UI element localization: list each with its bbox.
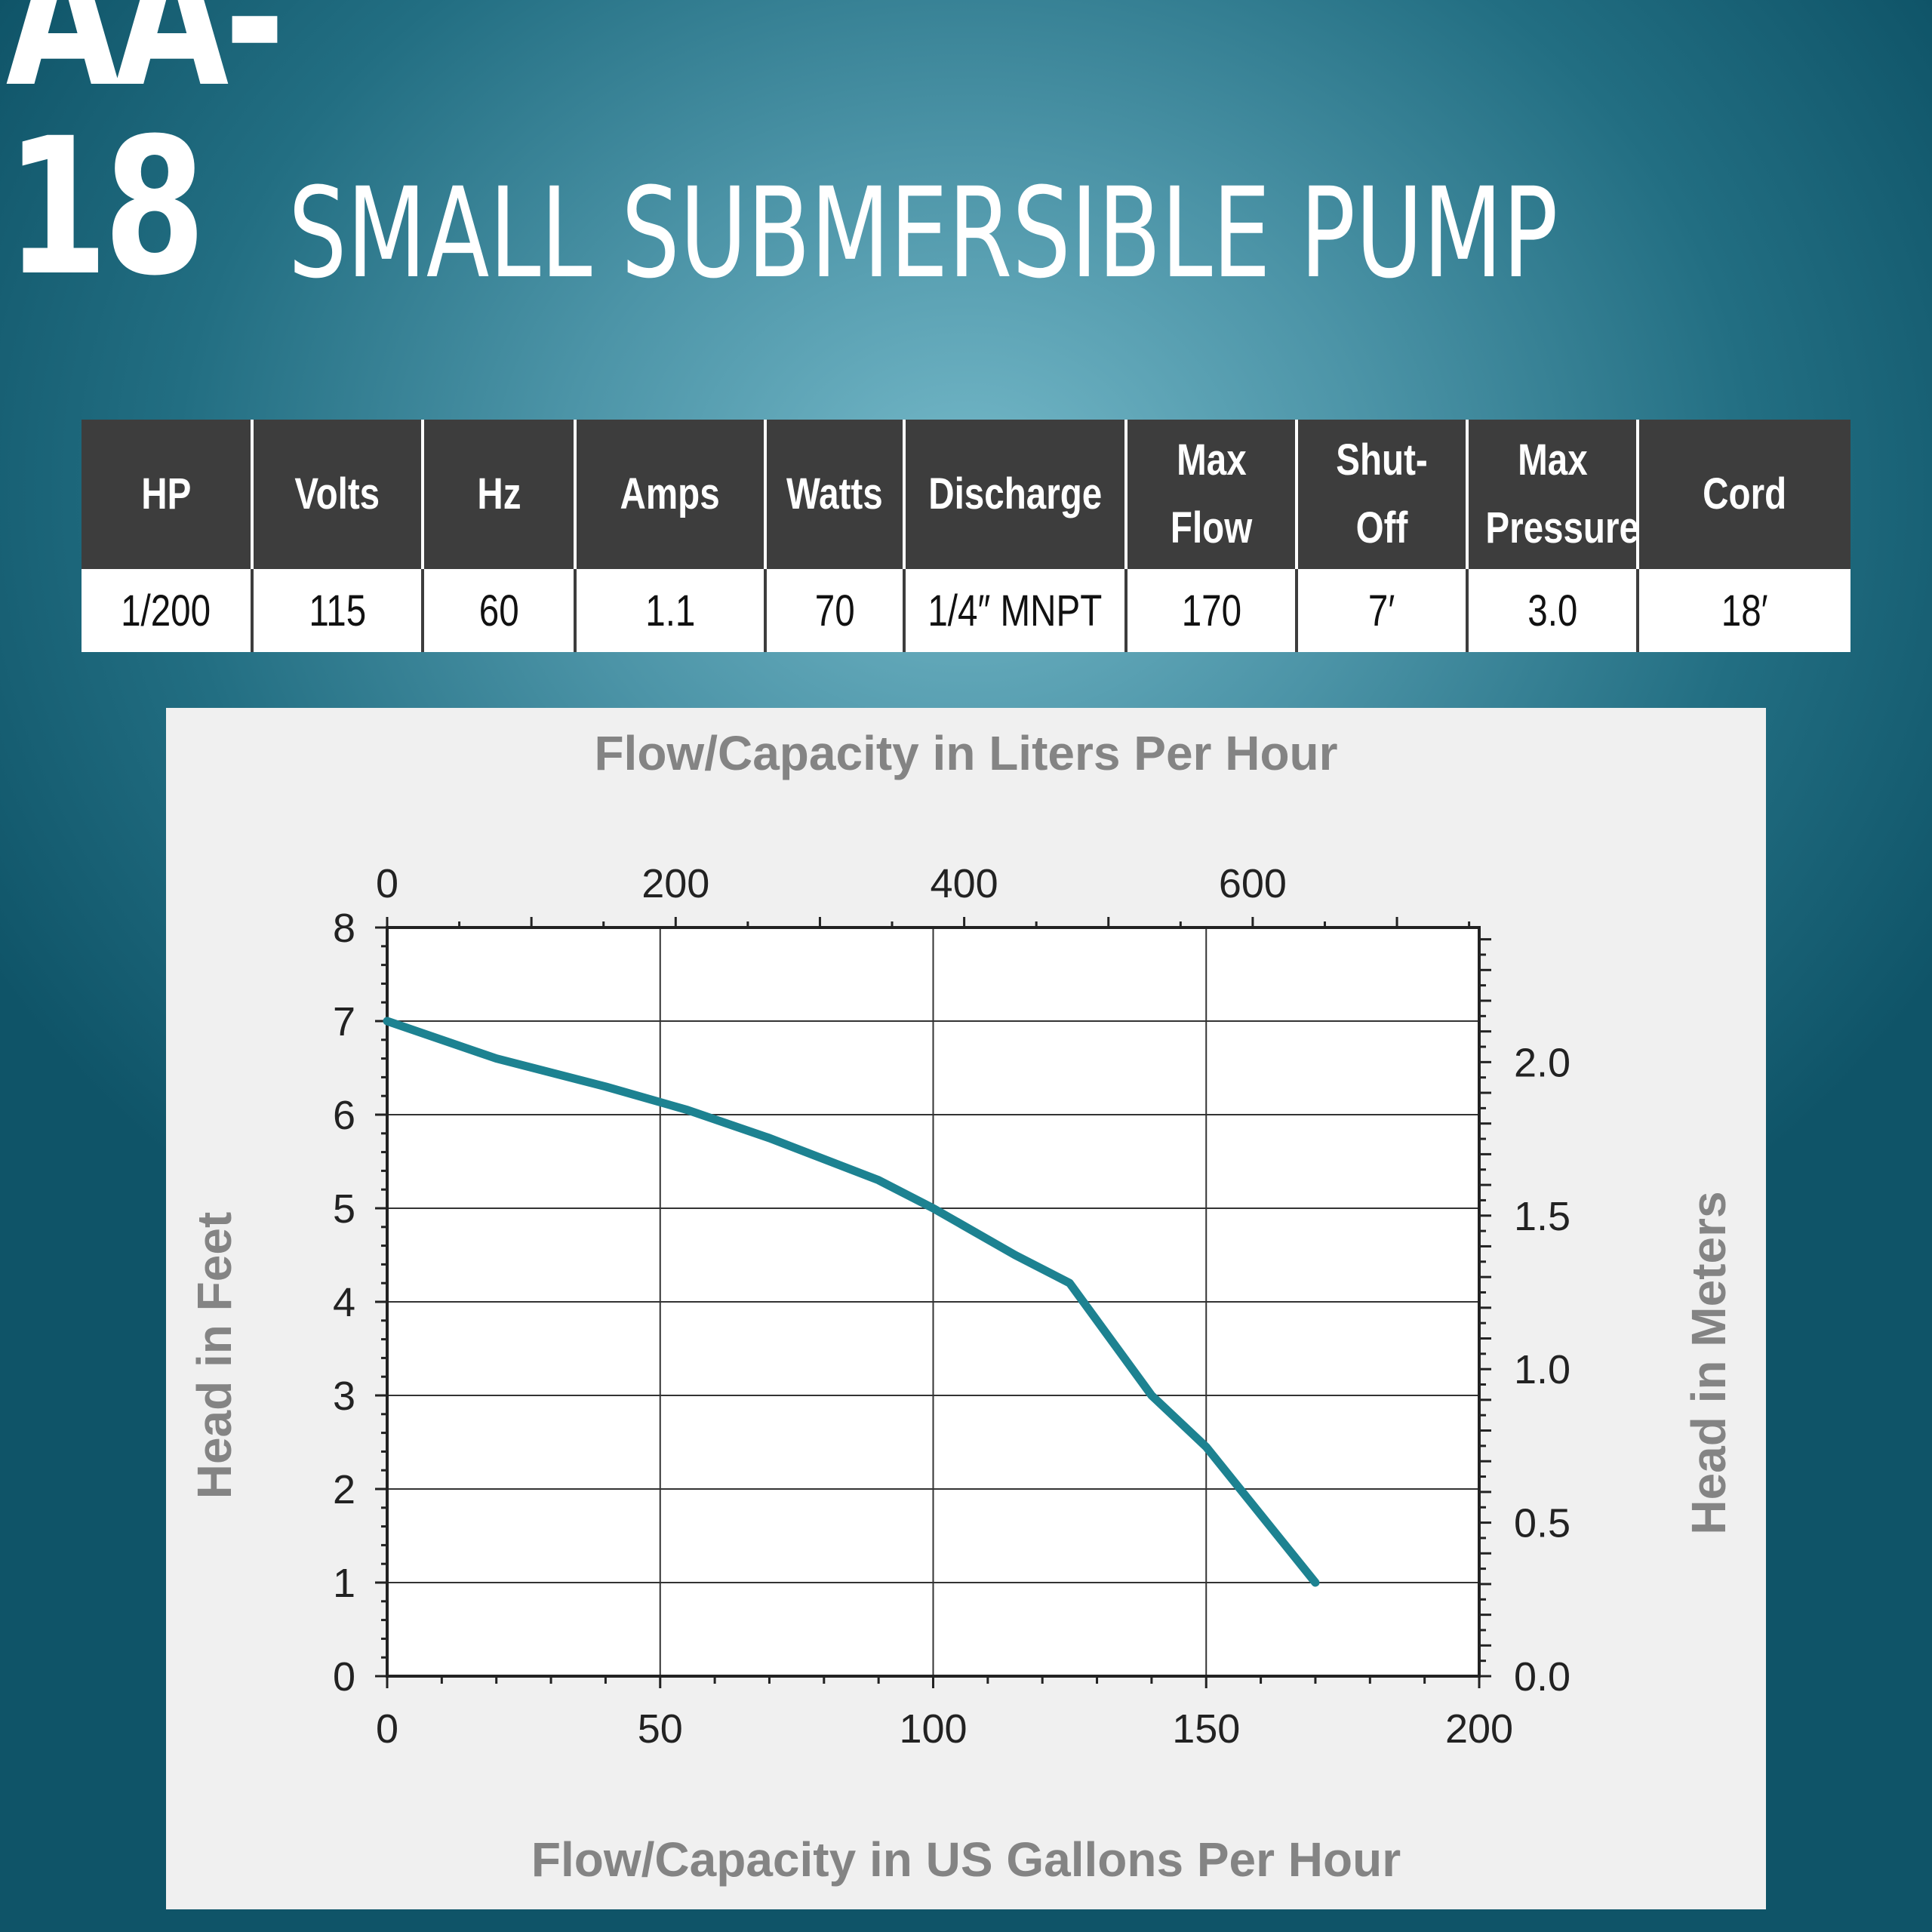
right-tick-label: 1.5: [1514, 1194, 1571, 1239]
right-tick-label: 0.5: [1514, 1501, 1571, 1546]
spec-header-watts: Watts: [764, 420, 904, 569]
spec-header-max-pressure: Max Pressure: [1466, 420, 1639, 569]
y-tick-label: 1: [333, 1561, 355, 1606]
top-tick-label: 400: [931, 861, 998, 906]
x-tick-label: 200: [1445, 1706, 1513, 1752]
spec-value-amps: 1.1: [574, 569, 765, 652]
spec-header-max-flow: Max Flow: [1124, 420, 1297, 569]
spec-value-watts: 70: [764, 569, 904, 652]
y-tick-label: 8: [333, 906, 355, 951]
spec-header-volts: Volts: [251, 420, 423, 569]
spec-value-cord: 18′: [1636, 569, 1850, 652]
y-tick-label: 0: [333, 1654, 355, 1700]
spec-header-discharge: Discharge: [903, 420, 1126, 569]
product-description: SMALL SUBMERSIBLE PUMP: [288, 161, 1558, 306]
y-tick-label: 3: [333, 1374, 355, 1419]
spec-header-amps: Amps: [574, 420, 765, 569]
y-tick-label: 6: [333, 1093, 355, 1138]
spec-value-hz: 60: [421, 569, 575, 652]
y-tick-label: 4: [333, 1280, 355, 1325]
spec-value-discharge: 1/4″ MNPT: [903, 569, 1126, 652]
y-tick-label: 2: [333, 1467, 355, 1512]
top-axis-title: Flow/Capacity in Liters Per Hour: [594, 726, 1337, 780]
model-number: 1-AA-18: [5, 0, 285, 317]
spec-value-row: 1/200 115 60 1.1 70 1/4″ MNPT 170 7′ 3.0…: [82, 569, 1850, 652]
spec-value-shut-off: 7′: [1295, 569, 1467, 652]
spec-header-row: HP Volts Hz Amps Watts Discharge Max Flow…: [82, 420, 1850, 569]
pump-curve-line: [383, 1017, 1320, 1587]
page-header: 1-AA-18 SMALL SUBMERSIBLE PUMP: [0, 0, 1932, 306]
right-tick-label: 1.0: [1514, 1347, 1571, 1392]
top-tick-label: 0: [376, 861, 398, 906]
top-tick-label: 200: [641, 861, 709, 906]
spec-header-hz: Hz: [421, 420, 575, 569]
spec-value-volts: 115: [251, 569, 423, 652]
y-tick-label: 5: [333, 1186, 355, 1232]
spec-value-max-pressure: 3.0: [1466, 569, 1638, 652]
spec-header-shut-off: Shut-Off: [1295, 420, 1467, 569]
performance-chart: Flow/Capacity in Liters Per Hour Flow/Ca…: [187, 726, 1736, 1887]
top-tick-label: 600: [1219, 861, 1287, 906]
performance-chart-panel: Flow/Capacity in Liters Per Hour Flow/Ca…: [166, 708, 1766, 1909]
right-tick-label: 0.0: [1514, 1654, 1571, 1700]
x-tick-label: 100: [899, 1706, 967, 1752]
x-tick-label: 0: [376, 1706, 398, 1752]
spec-value-max-flow: 170: [1124, 569, 1297, 652]
x-axis-title: Flow/Capacity in US Gallons Per Hour: [531, 1832, 1401, 1887]
x-tick-label: 150: [1172, 1706, 1240, 1752]
right-axis-title: Head in Meters: [1681, 1191, 1736, 1534]
spec-value-hp: 1/200: [82, 569, 252, 652]
spec-table: HP Volts Hz Amps Watts Discharge Max Flow…: [82, 420, 1850, 652]
spec-header-cord: Cord: [1636, 420, 1850, 569]
y-axis-title: Head in Feet: [187, 1212, 242, 1500]
spec-header-hp: HP: [82, 420, 252, 569]
right-tick-label: 2.0: [1514, 1040, 1571, 1085]
x-tick-label: 50: [638, 1706, 683, 1752]
y-tick-label: 7: [333, 999, 355, 1044]
